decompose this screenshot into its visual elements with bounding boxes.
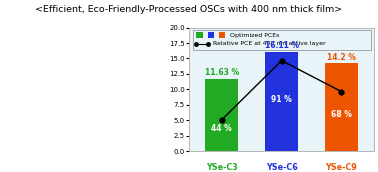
Bar — [265, 52, 298, 151]
FancyBboxPatch shape — [218, 33, 225, 38]
FancyBboxPatch shape — [208, 33, 214, 38]
Text: Relative PCE at 400 nm active layer: Relative PCE at 400 nm active layer — [213, 41, 326, 46]
Text: YSe-C9: YSe-C9 — [325, 163, 357, 171]
Text: 11.63 %: 11.63 % — [205, 68, 239, 78]
Text: Optimized PCEs: Optimized PCEs — [230, 33, 279, 38]
Text: YSe-C3: YSe-C3 — [206, 163, 238, 171]
Text: 44 %: 44 % — [211, 124, 232, 133]
Text: <Efficient, Eco-Friendly-Processed OSCs with 400 nm thick film>: <Efficient, Eco-Friendly-Processed OSCs … — [36, 5, 342, 14]
Bar — [325, 63, 358, 151]
Text: 16.11 %: 16.11 % — [265, 41, 299, 50]
Text: 14.2 %: 14.2 % — [327, 53, 356, 62]
Text: 91 %: 91 % — [271, 95, 292, 104]
FancyBboxPatch shape — [197, 33, 203, 38]
Text: 68 %: 68 % — [331, 110, 352, 119]
Bar — [205, 79, 238, 151]
Text: YSe-C6: YSe-C6 — [266, 163, 297, 171]
